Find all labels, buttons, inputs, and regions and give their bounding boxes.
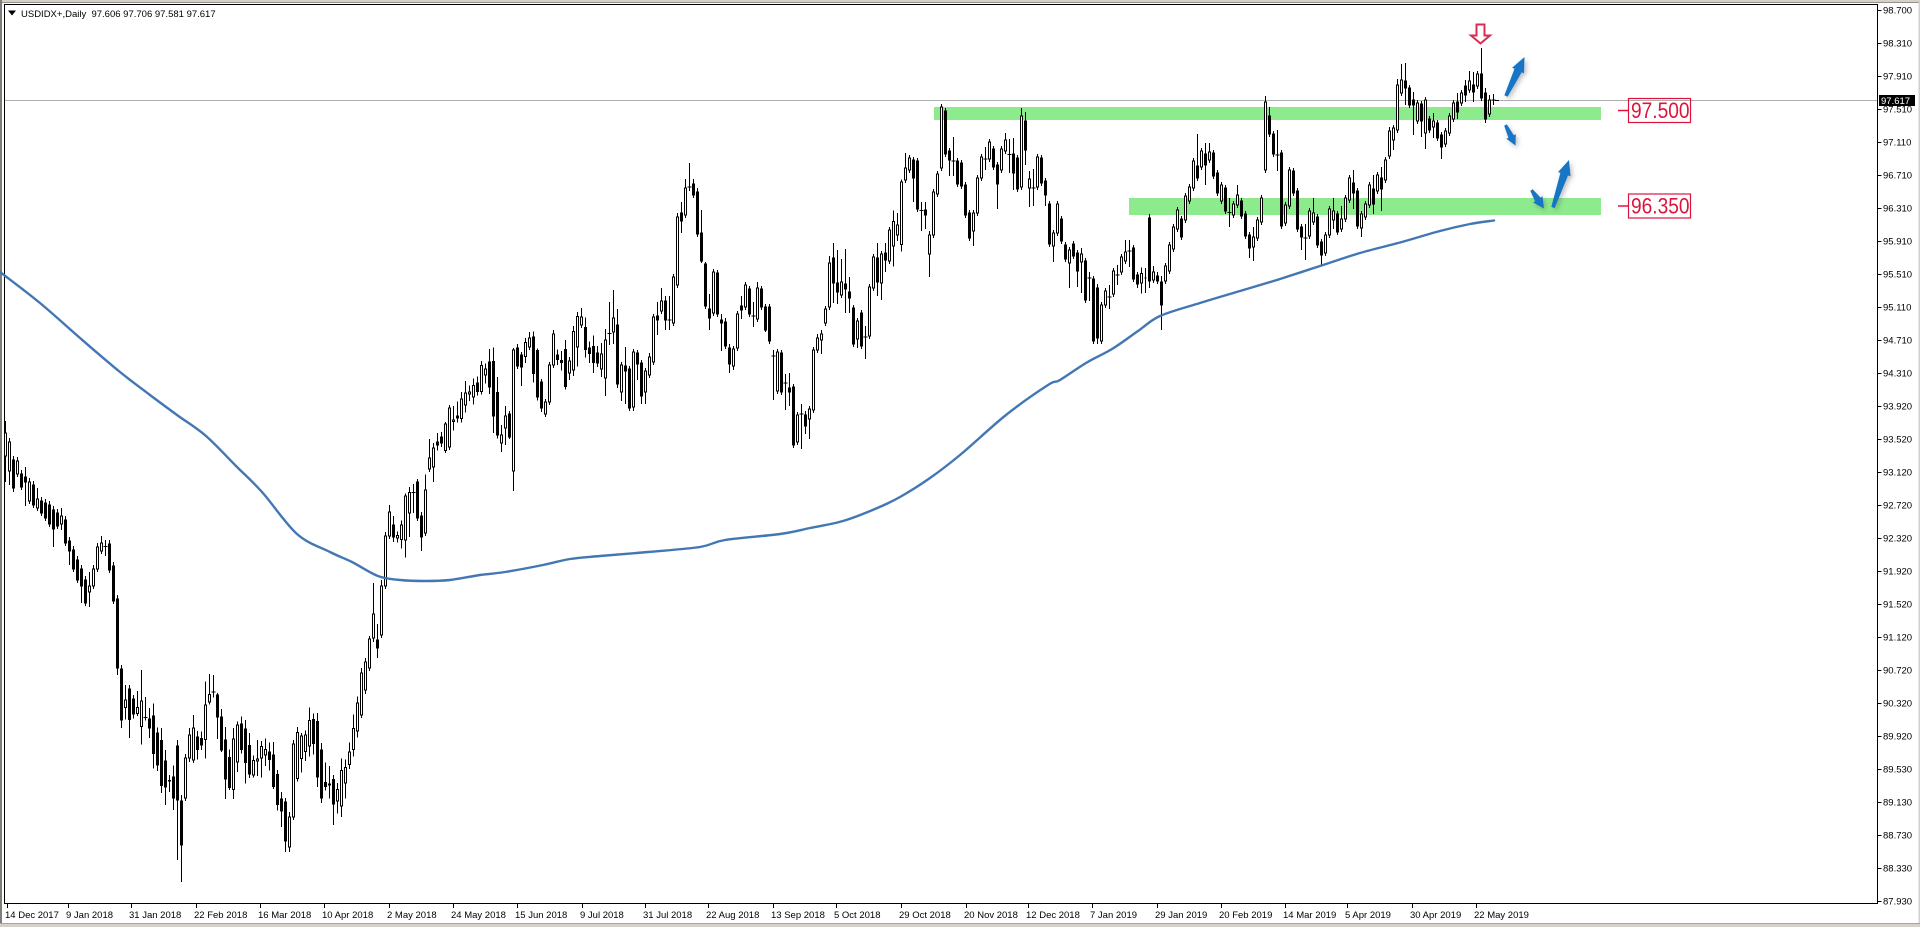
svg-text:96.310: 96.310 (1883, 204, 1912, 215)
svg-text:96.350: 96.350 (1631, 194, 1690, 219)
svg-text:22 May 2019: 22 May 2019 (1474, 910, 1529, 921)
svg-text:9 Jul 2018: 9 Jul 2018 (580, 910, 624, 921)
svg-text:98.310: 98.310 (1883, 39, 1912, 50)
svg-text:97.110: 97.110 (1883, 138, 1911, 149)
svg-text:92.720: 92.720 (1883, 501, 1912, 512)
svg-text:90.320: 90.320 (1883, 699, 1912, 710)
svg-text:89.920: 89.920 (1883, 732, 1912, 743)
svg-text:88.730: 88.730 (1883, 831, 1912, 842)
svg-text:USDIDX+,Daily 97.606 97.706 9: USDIDX+,Daily 97.606 97.706 97.581 97.61… (21, 9, 216, 20)
svg-text:93.920: 93.920 (1883, 402, 1912, 413)
svg-text:92.320: 92.320 (1883, 534, 1912, 545)
svg-text:91.920: 91.920 (1883, 567, 1912, 578)
svg-text:12 Dec 2018: 12 Dec 2018 (1026, 910, 1080, 921)
svg-text:13 Sep 2018: 13 Sep 2018 (771, 910, 825, 921)
svg-text:97.617: 97.617 (1881, 96, 1910, 107)
svg-text:14 Dec 2017: 14 Dec 2017 (5, 910, 59, 921)
svg-text:2 May 2018: 2 May 2018 (387, 910, 437, 921)
svg-text:7 Jan 2019: 7 Jan 2019 (1090, 910, 1137, 921)
svg-text:94.310: 94.310 (1883, 369, 1912, 380)
svg-text:29 Oct 2018: 29 Oct 2018 (899, 910, 951, 921)
svg-text:20 Feb 2019: 20 Feb 2019 (1219, 910, 1272, 921)
svg-text:20 Nov 2018: 20 Nov 2018 (964, 910, 1018, 921)
svg-text:31 Jul 2018: 31 Jul 2018 (643, 910, 692, 921)
svg-text:14 Mar 2019: 14 Mar 2019 (1283, 910, 1336, 921)
svg-text:10 Apr 2018: 10 Apr 2018 (322, 910, 373, 921)
svg-text:91.520: 91.520 (1883, 600, 1912, 611)
svg-text:5 Apr 2019: 5 Apr 2019 (1345, 910, 1391, 921)
svg-text:22 Aug 2018: 22 Aug 2018 (706, 910, 759, 921)
svg-text:30 Apr 2019: 30 Apr 2019 (1410, 910, 1461, 921)
svg-text:24 May 2018: 24 May 2018 (451, 910, 506, 921)
svg-text:87.930: 87.930 (1883, 897, 1912, 908)
svg-text:22 Feb 2018: 22 Feb 2018 (194, 910, 247, 921)
svg-text:9 Jan 2018: 9 Jan 2018 (66, 910, 113, 921)
svg-text:90.720: 90.720 (1883, 666, 1912, 677)
svg-text:89.130: 89.130 (1883, 798, 1912, 809)
svg-text:98.700: 98.700 (1883, 6, 1912, 17)
svg-text:91.120: 91.120 (1883, 633, 1912, 644)
svg-text:15 Jun 2018: 15 Jun 2018 (515, 910, 567, 921)
svg-text:93.520: 93.520 (1883, 435, 1912, 446)
svg-text:16 Mar 2018: 16 Mar 2018 (258, 910, 311, 921)
svg-text:88.330: 88.330 (1883, 864, 1912, 875)
svg-text:94.710: 94.710 (1883, 336, 1912, 347)
svg-text:95.910: 95.910 (1883, 237, 1912, 248)
svg-text:95.510: 95.510 (1883, 270, 1912, 281)
svg-text:89.530: 89.530 (1883, 765, 1912, 776)
svg-text:95.110: 95.110 (1883, 303, 1911, 314)
svg-text:96.710: 96.710 (1883, 171, 1912, 182)
svg-text:31 Jan 2018: 31 Jan 2018 (129, 910, 181, 921)
svg-text:97.510: 97.510 (1883, 105, 1912, 116)
svg-text:29 Jan 2019: 29 Jan 2019 (1155, 910, 1207, 921)
svg-text:97.910: 97.910 (1883, 72, 1912, 83)
svg-text:93.120: 93.120 (1883, 468, 1912, 479)
svg-text:97.500: 97.500 (1631, 98, 1690, 123)
svg-text:5 Oct 2018: 5 Oct 2018 (834, 910, 880, 921)
